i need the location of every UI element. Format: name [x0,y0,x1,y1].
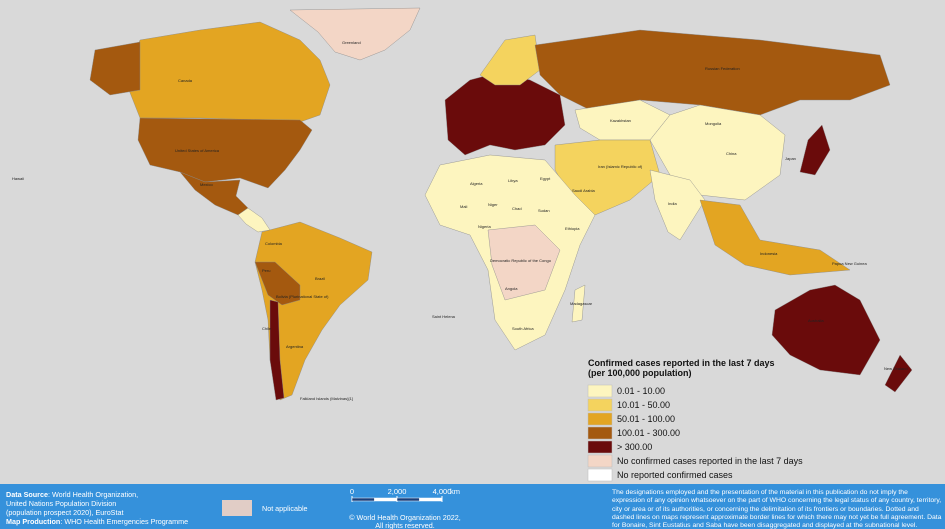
source-text: World Health Organization, [51,490,139,499]
country-label: Papua New Guinea [832,261,867,266]
country-label: China [726,151,737,156]
country-label: Colombia [265,241,283,246]
source: Data Source: World Health Organization, … [6,490,189,526]
copyright: © World Health Organization 2022, All ri… [330,514,480,529]
scandinavia [479,34,541,86]
canada [124,21,331,123]
country-label: South Africa [512,326,534,331]
footer: Data Source: World Health Organization, … [0,484,945,529]
country-label: United States of America [175,148,220,153]
country-label: India [668,201,677,206]
country-label: Nigeria [478,224,491,229]
legend-swatch [587,454,613,468]
country-label: Angola [505,286,518,291]
russia [534,29,891,116]
legend-swatch [587,398,613,412]
country-label: Algeria [470,181,483,186]
source-label: Data Source [6,490,48,499]
country-label: Mali [460,204,467,209]
country-label: Chile [262,326,272,331]
scale-label: 2,000 [388,487,407,496]
central-africa [487,224,561,301]
country-label: Ethiopia [565,226,580,231]
country-label: Niger [488,202,498,207]
country-label: Falkland Islands (Malvinas)[1] [300,396,353,401]
scale-segment [351,497,375,502]
country-label: Indonesia [760,251,778,256]
scale-segment [396,497,420,502]
country-label: Saint Helena [432,314,456,319]
legend-swatch [587,384,613,398]
legend-label: > 300.00 [617,442,652,452]
country-label: Madagascar [570,301,593,306]
production-label: Map Production [6,517,61,526]
country-label: Argentina [286,344,304,349]
country-label: Peru [262,268,270,273]
peru-bolivia [254,261,301,306]
country-label: Greenland [342,40,361,45]
country-label: New Zealand [884,366,908,371]
country-label: Kazakhstan [610,118,631,123]
country-label: Sudan [538,208,550,213]
country-label: Chad [512,206,522,211]
legend-label: 0.01 - 10.00 [617,386,665,396]
country-label: Australia [808,318,824,323]
scale-segment [374,497,398,502]
country-label: Hawaii [12,176,24,181]
legend-label: 100.01 - 300.00 [617,428,680,438]
madagascar [571,284,586,323]
south-america [254,221,373,401]
legend-label: 50.01 - 100.00 [617,414,675,424]
usa [137,117,313,189]
production-text: WHO Health Emergencies Programme [64,517,189,526]
country-label: Canada [178,78,193,83]
disclaimer: The designations employed and the presen… [612,489,942,529]
india [649,169,706,241]
southeast-asia [699,199,851,276]
greenland [289,7,421,61]
scale-label: 0 [350,487,354,496]
country-label: Russian Federation [705,66,740,71]
country-label: Japan [785,156,796,161]
copyright-text: © World Health Organization 2022, [349,513,461,522]
country-label: Mongolia [705,121,722,126]
country-label: Iran (Islamic Republic of) [598,164,643,169]
scale-unit: km [450,487,460,496]
land [89,7,913,401]
country-label: Democratic Republic of the Congo [490,258,552,263]
legend-title: Confirmed cases reported in the last 7 d… [588,358,775,368]
japan [799,124,831,176]
legend: Confirmed cases reported in the last 7 d… [587,358,803,482]
legend-label: No reported confirmed cases [617,470,733,480]
legend-swatch [587,468,613,482]
not-applicable-swatch [222,500,252,516]
scale-segment [419,497,443,502]
country-label: Brazil [315,276,325,281]
legend-label: No confirmed cases reported in the last … [617,456,803,466]
country-label: Saudi Arabia [572,188,595,193]
country-label: Mexico [200,182,213,187]
legend-label: 10.01 - 50.00 [617,400,670,410]
source-text: United Nations Population Division [6,499,117,508]
scale-label: 4,000 [433,487,452,496]
country-label: Bolivia (Plurinational State of) [276,294,329,299]
country-label: Egypt [540,176,551,181]
map: Greenland Canada United States of Americ… [12,7,913,482]
copyright-text: All rights reserved. [375,521,435,529]
source-text: (population prospect 2020), EuroStat [6,508,124,517]
legend-subtitle: (per 100,000 population) [588,368,692,378]
alaska [89,41,141,96]
legend-swatch [587,426,613,440]
central-america [237,207,271,233]
legend-swatch [587,412,613,426]
australia [771,284,881,376]
not-applicable-label: Not applicable [262,504,308,513]
new-zealand [884,354,913,393]
chile [269,299,285,401]
legend-swatch [587,440,613,454]
country-label: Libya [508,178,518,183]
